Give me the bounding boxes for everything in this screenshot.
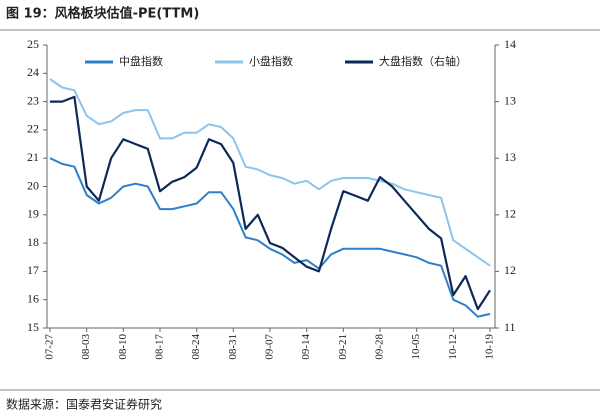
x-tick-label: 08-24 [190, 334, 202, 360]
x-tick-label: 09-28 [374, 334, 386, 360]
y-tick-label: 15 [27, 320, 39, 334]
x-tick-label: 08-17 [154, 334, 166, 360]
y2-tick-label: 12 [504, 207, 516, 221]
y2-tick-label: 13 [504, 150, 516, 164]
y2-tick-label: 13 [504, 93, 516, 107]
y-tick-label: 18 [27, 235, 39, 249]
series-line [49, 78, 491, 267]
y2-tick-label: 12 [504, 263, 516, 277]
y-tick-label: 16 [27, 291, 39, 305]
y-tick-label: 19 [27, 207, 39, 221]
x-tick-label: 08-31 [227, 334, 239, 360]
y2-tick-label: 11 [504, 320, 516, 334]
x-tick-label: 10-12 [447, 334, 459, 360]
x-tick-label: 08-03 [80, 334, 92, 360]
legend-label: 小盘指数 [249, 54, 293, 68]
y-tick-label: 24 [27, 65, 39, 79]
x-tick-label: 07-27 [44, 334, 56, 360]
x-tick-label: 08-10 [117, 334, 129, 360]
series-line [49, 157, 491, 318]
x-tick-label: 09-07 [264, 334, 276, 360]
y-tick-label: 20 [27, 178, 39, 192]
y-tick-label: 22 [27, 122, 39, 136]
y-tick-label: 17 [27, 263, 39, 277]
y2-tick-label: 14 [504, 37, 516, 51]
legend-label: 中盘指数 [119, 54, 163, 68]
x-tick-label: 09-14 [300, 334, 312, 360]
y-tick-label: 21 [27, 150, 39, 164]
x-tick-label: 09-21 [337, 334, 349, 360]
chart-title: 图 19：风格板块估值-PE(TTM) [6, 6, 199, 22]
source: 数据来源：国泰君安证券研究 [6, 397, 162, 412]
x-tick-label: 10-05 [410, 334, 422, 360]
y-tick-label: 25 [27, 37, 39, 51]
series-line [50, 95, 491, 311]
y-tick-label: 23 [27, 93, 39, 107]
x-tick-label: 10-19 [484, 334, 496, 360]
legend-label: 大盘指数（右轴） [379, 54, 467, 68]
